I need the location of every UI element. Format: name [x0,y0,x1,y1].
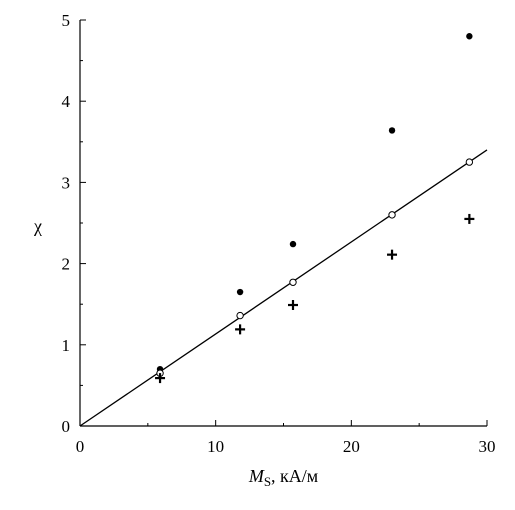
x-axis-title: MS, кА/м [248,466,318,489]
y-axis-title: χ [33,216,42,236]
axes [79,20,487,427]
plus-point [464,213,475,224]
fit-line [79,149,488,427]
plus-point [287,300,298,311]
y-tick-label: 2 [62,255,71,274]
x-axis-title-unit: , кА/м [271,466,318,486]
open-circle-point [465,158,474,166]
fit-line-group [79,149,488,427]
x-tick-label: 20 [343,437,360,456]
plus-point [235,324,246,335]
filled-circle-point [289,240,297,248]
filled-circle-point [466,33,473,40]
filled-circle-point [236,288,244,296]
x-axis-title-symbol: M [248,466,265,486]
plus-point [155,373,166,384]
y-tick-label: 1 [62,336,71,355]
plus-point [387,249,398,260]
x-tick-label: 0 [76,437,85,456]
points [155,33,475,384]
open-circle-point [289,278,297,286]
y-tick-label: 5 [62,11,71,30]
x-axis-title-subscript: S [264,474,271,489]
y-tick-label: 0 [62,417,71,436]
y-tick-label: 3 [62,173,71,192]
open-circle-point [236,311,244,320]
y-tick-label: 4 [62,92,71,111]
x-tick-label: 10 [207,437,224,456]
x-tick-label: 30 [479,437,496,456]
open-circle-point [388,211,396,219]
labels: 0 1 2 3 4 5 0 10 20 30 χ MS, кА/м [33,11,496,489]
filled-circle-point [388,127,396,134]
ticks [79,19,488,427]
